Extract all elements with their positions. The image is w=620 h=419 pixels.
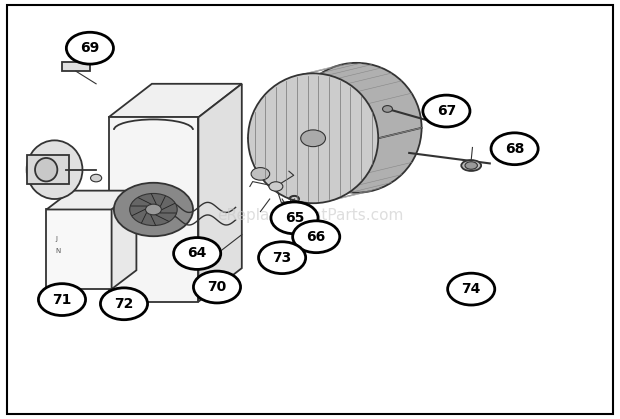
Circle shape (130, 194, 177, 225)
Text: eReplacementParts.com: eReplacementParts.com (217, 208, 403, 223)
Polygon shape (198, 84, 242, 302)
Circle shape (301, 130, 326, 147)
Circle shape (174, 238, 221, 269)
Ellipse shape (465, 162, 477, 169)
Polygon shape (46, 191, 136, 210)
Text: 66: 66 (306, 230, 326, 244)
Circle shape (448, 273, 495, 305)
Ellipse shape (91, 174, 102, 182)
Text: N: N (56, 248, 61, 254)
Text: 64: 64 (187, 246, 207, 261)
Text: 74: 74 (461, 282, 481, 296)
Text: 68: 68 (505, 142, 525, 156)
Circle shape (38, 284, 86, 316)
Polygon shape (27, 155, 68, 184)
Text: 73: 73 (272, 251, 292, 265)
Circle shape (251, 168, 270, 180)
Ellipse shape (291, 63, 422, 193)
Text: 71: 71 (52, 292, 72, 307)
Circle shape (269, 182, 283, 191)
Text: 69: 69 (80, 41, 100, 55)
Polygon shape (108, 117, 198, 302)
Ellipse shape (248, 73, 378, 203)
Circle shape (193, 271, 241, 303)
Circle shape (423, 95, 470, 127)
Circle shape (491, 133, 538, 165)
Circle shape (293, 221, 340, 253)
Circle shape (146, 204, 161, 215)
Text: J: J (56, 236, 58, 242)
Bar (62, 62, 90, 71)
Ellipse shape (35, 158, 57, 181)
Ellipse shape (461, 160, 481, 171)
Circle shape (114, 183, 193, 236)
Text: 65: 65 (285, 211, 304, 225)
Polygon shape (108, 84, 242, 117)
Text: 67: 67 (436, 104, 456, 118)
Text: 72: 72 (114, 297, 134, 311)
Circle shape (66, 32, 113, 64)
Circle shape (259, 242, 306, 274)
Circle shape (383, 106, 392, 112)
Text: 70: 70 (207, 280, 227, 294)
Polygon shape (46, 210, 112, 289)
Polygon shape (112, 191, 136, 289)
Circle shape (271, 202, 318, 234)
Circle shape (100, 288, 148, 320)
Ellipse shape (27, 140, 82, 199)
